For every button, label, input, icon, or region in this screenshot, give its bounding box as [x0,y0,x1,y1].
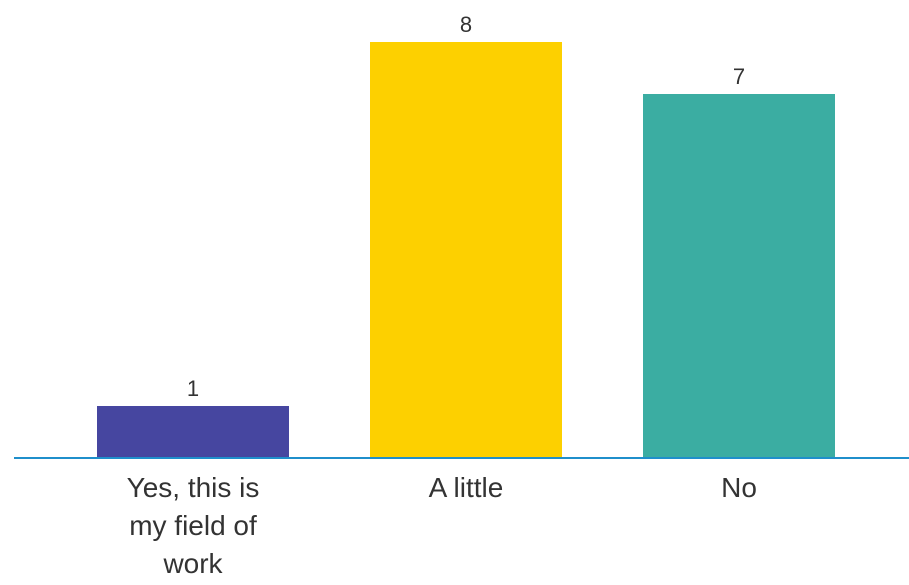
category-label-line: my field of [129,510,257,541]
category-label-0: Yes, this is my field of work [127,472,260,579]
category-label-2: No [721,472,757,503]
value-labels-layer: 1 8 7 [187,12,745,401]
value-label-1: 8 [460,12,472,37]
bar-1 [370,42,562,458]
category-label-line: A little [429,472,504,503]
category-labels-layer: Yes, this is my field of work A little No [127,472,757,579]
category-label-line: No [721,472,757,503]
bar-0 [97,406,289,458]
category-label-1: A little [429,472,504,503]
value-label-2: 7 [733,64,745,89]
bar-2 [643,94,835,458]
category-label-line: Yes, this is [127,472,260,503]
category-label-line: work [162,548,223,579]
value-label-0: 1 [187,376,199,401]
bars-layer [97,42,835,458]
